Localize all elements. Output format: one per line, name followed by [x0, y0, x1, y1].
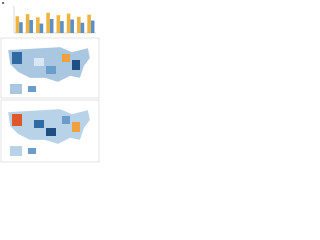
bar	[19, 22, 23, 33]
bar	[36, 17, 40, 33]
region	[62, 54, 70, 62]
region	[46, 66, 56, 74]
bar	[80, 22, 85, 33]
bar	[77, 16, 81, 33]
bar	[60, 21, 64, 33]
inset	[10, 146, 22, 156]
map	[7, 46, 91, 94]
bar	[87, 14, 91, 34]
bar	[56, 15, 61, 33]
region	[12, 52, 22, 64]
region	[72, 60, 80, 70]
bar	[15, 16, 20, 33]
bar	[49, 18, 54, 33]
bar	[29, 20, 33, 33]
bar	[46, 12, 50, 33]
region	[72, 122, 80, 132]
inset	[28, 86, 36, 92]
map	[7, 108, 91, 156]
bar	[25, 14, 30, 33]
region	[34, 120, 44, 128]
region	[46, 128, 56, 136]
bar	[70, 19, 74, 33]
bar	[39, 23, 44, 33]
inset	[28, 148, 36, 154]
region	[62, 116, 70, 124]
bar	[66, 13, 71, 33]
panel-label: a	[2, 0, 5, 5]
region	[12, 114, 22, 126]
bar	[90, 20, 95, 33]
figure: a b c	[0, 0, 100, 163]
inset	[10, 84, 22, 94]
region	[34, 58, 44, 66]
